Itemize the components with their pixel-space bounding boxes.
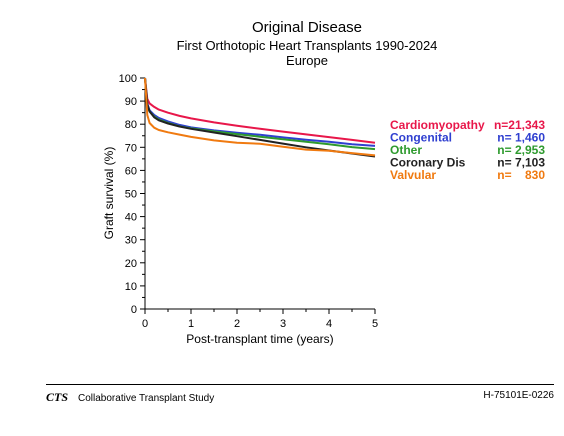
y-axis-label: Graft survival (%)	[102, 147, 116, 240]
x-axis-label: Post-transplant time (years)	[186, 332, 333, 346]
legend-entry-count: n= 1,460	[497, 131, 545, 145]
y-tick-label: 100	[119, 73, 137, 85]
y-tick-label: 10	[125, 281, 137, 293]
legend-entry-name: Valvular	[390, 168, 436, 182]
legend-entry-name: Congenital	[390, 131, 452, 145]
legend: Cardiomyopathy n=21,343 Congenital n= 1,460…	[390, 118, 545, 182]
y-tick-label: 40	[125, 212, 137, 224]
legend-entry-count: n= 7,103	[497, 156, 545, 170]
x-tick-label: 4	[326, 318, 332, 330]
axes: 0 10 20 30 40 50 60 70 80 90 100 0 1 2 3 4 5	[119, 73, 378, 330]
x-tick-label: 3	[280, 318, 286, 330]
legend-entry-name: Other	[390, 143, 422, 157]
y-tick-label: 80	[125, 119, 137, 131]
chart-subtitle-region: Europe	[286, 53, 328, 68]
legend-entry-name: Coronary Dis	[390, 156, 466, 170]
x-tick-label: 5	[372, 318, 378, 330]
footer-org: Collaborative Transplant Study	[78, 393, 215, 404]
x-tick-label: 1	[188, 318, 194, 330]
cts-logo: CTS	[46, 390, 69, 404]
chart-title: Original Disease	[252, 19, 362, 36]
legend-entry-count: n=21,343	[494, 118, 545, 132]
series-line-valvular	[144, 77, 376, 157]
y-tick-label: 90	[125, 96, 137, 108]
legend-entry-count: n= 2,953	[497, 143, 545, 157]
y-tick-label: 70	[125, 142, 137, 154]
footer-left: CTS Collaborative Transplant Study	[46, 390, 214, 405]
y-tick-label: 20	[125, 258, 137, 270]
y-tick-label: 30	[125, 235, 137, 247]
y-tick-label: 0	[131, 304, 137, 316]
legend-entry-name: Cardiomyopathy	[390, 118, 485, 132]
x-tick-label: 2	[234, 318, 240, 330]
series-layer	[144, 77, 376, 158]
legend-entry-count: n= 830	[497, 168, 545, 182]
footer-code: H-75101E-0226	[483, 390, 554, 401]
y-tick-label: 50	[125, 189, 137, 201]
footer-divider	[46, 384, 554, 385]
x-tick-label: 0	[142, 318, 148, 330]
series-line-coronary-dis	[144, 77, 376, 158]
series-line-cardiomyopathy	[144, 77, 376, 144]
chart-subtitle: First Orthotopic Heart Transplants 1990-…	[177, 38, 438, 53]
y-tick-label: 60	[125, 165, 137, 177]
